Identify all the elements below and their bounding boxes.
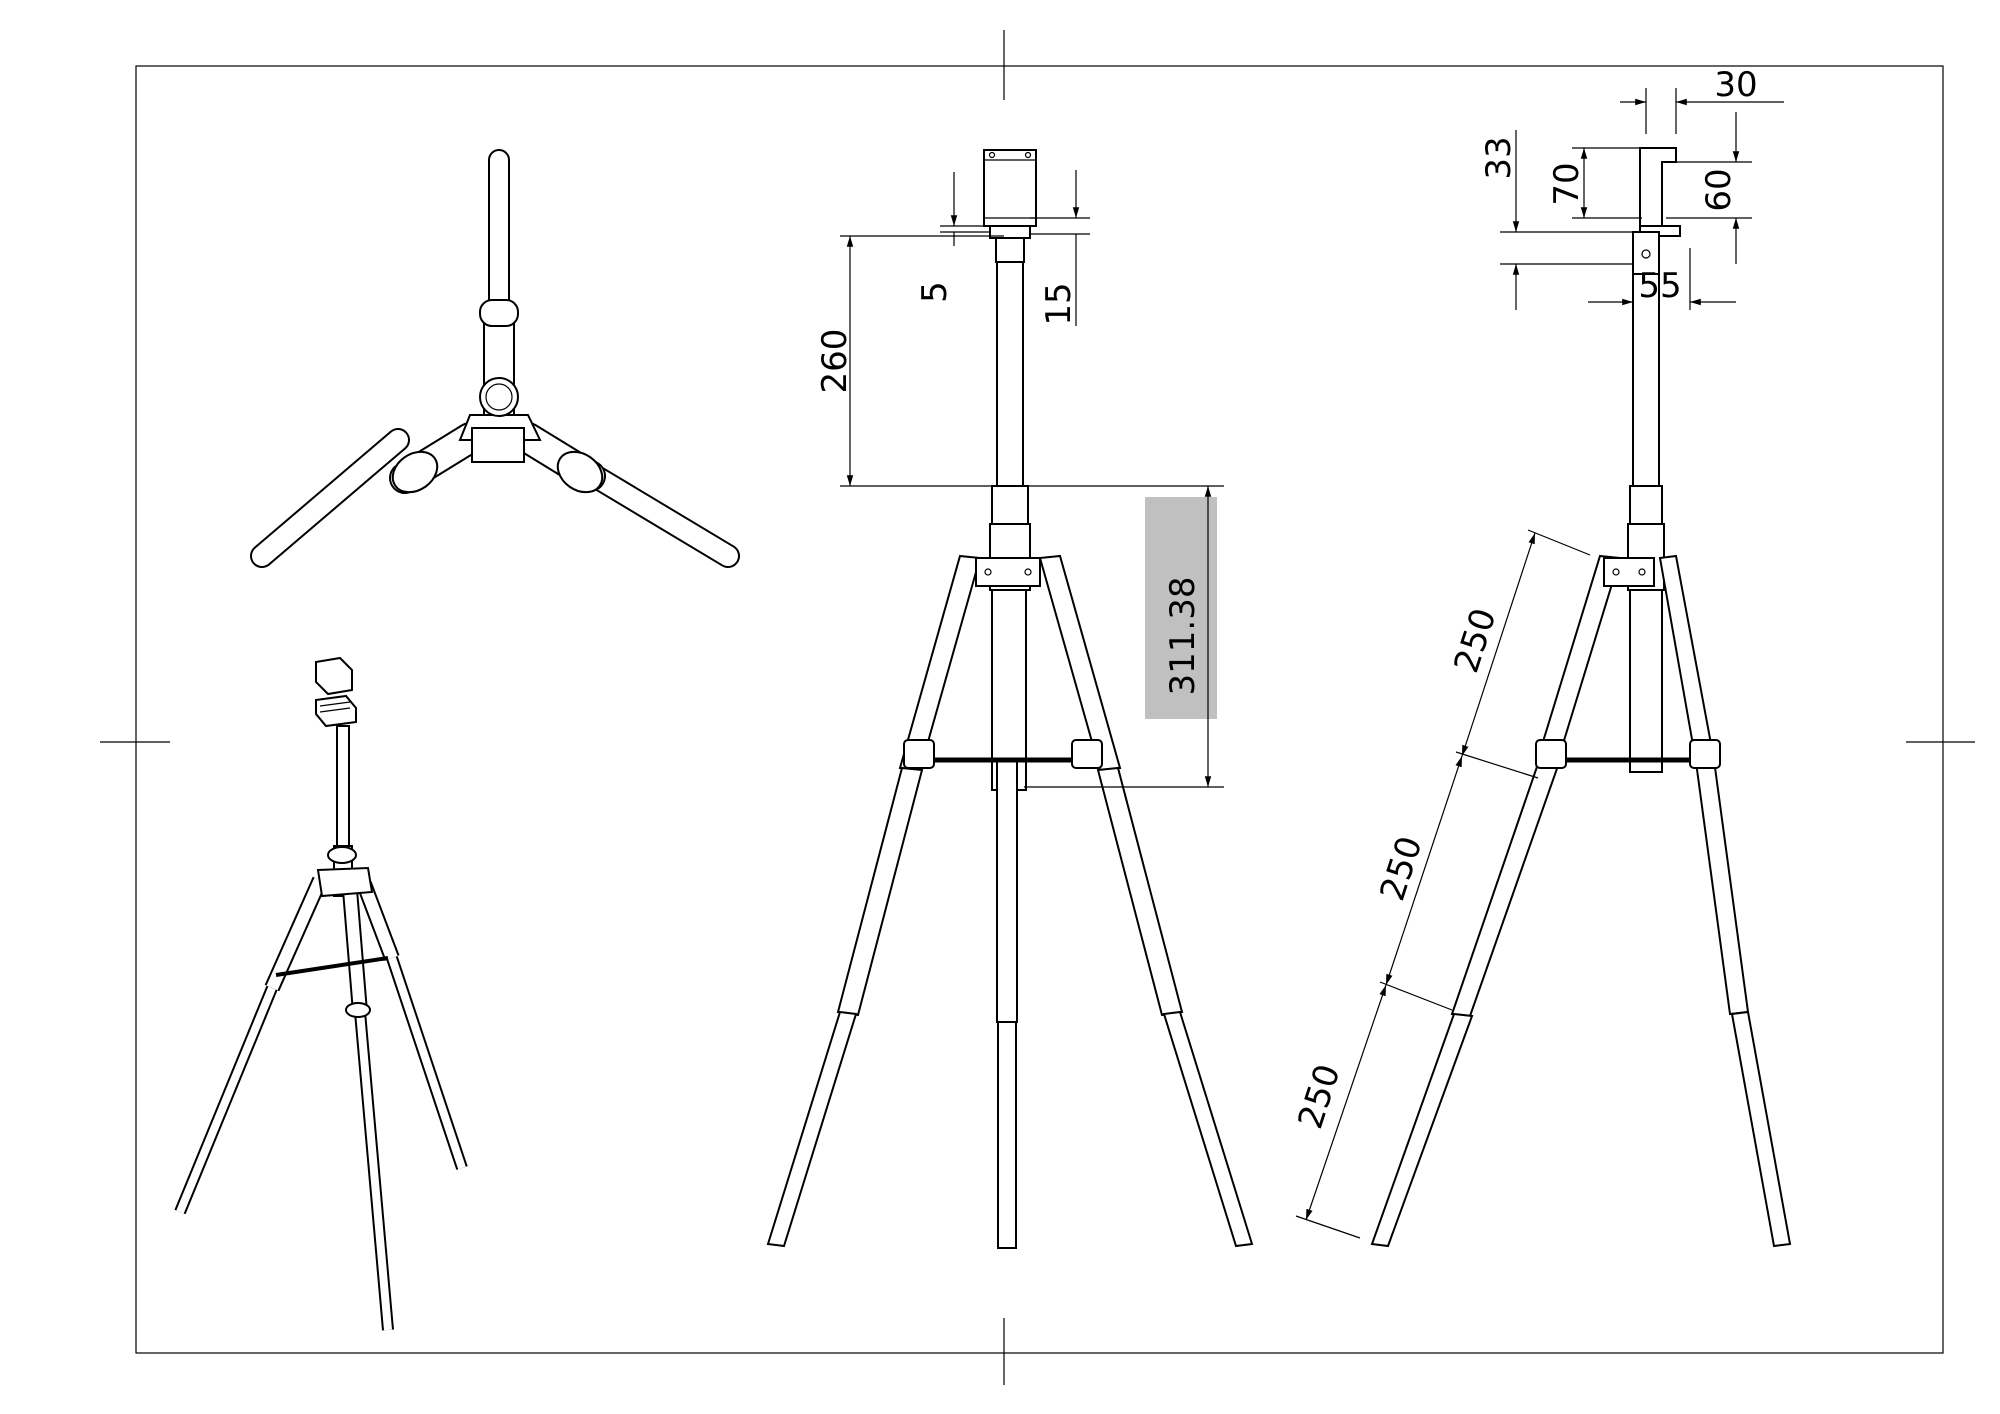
front-leg-right-collar [1071,739,1103,769]
sheet-frame [100,30,1975,1385]
front-leg-left-lower [766,1010,858,1248]
side-leg-right-collar [1689,739,1721,769]
iso-leg-front-collar [345,1002,371,1018]
dim-label-250-lower: 250 [1290,1060,1348,1134]
dim-label-15: 15 [1039,282,1079,325]
front-leg-left-upper [898,554,982,772]
side-leg-right-lower [1730,1010,1792,1248]
side-view: 30 33 70 60 55 250 [1290,65,1792,1248]
top-view-leg-upper-end [488,149,510,311]
dim-label-70: 70 [1547,162,1587,205]
dim-line-250-upper [1461,532,1536,757]
side-center-column-lock [1629,485,1663,525]
side-dimensions: 30 33 70 60 55 250 [1290,65,1784,1239]
side-holder-adapter [1632,231,1660,275]
top-view-hub-clamp [471,427,525,463]
dim-label-250-upper: 250 [1446,604,1504,678]
front-hub-plate [975,557,1041,587]
front-leg-left-middle [836,766,924,1017]
iso-column-collar [327,846,357,864]
drawing-border [135,65,1944,1354]
top-view [250,149,740,568]
iso-center-column-upper [336,725,350,847]
dim-label-55: 55 [1638,266,1681,306]
front-leg-center-upper [996,759,1018,1023]
dim-label-30: 30 [1714,65,1757,105]
dim-label-33: 33 [1479,136,1519,179]
dim-label-311: 311.38 [1163,577,1203,696]
front-phone-holder [983,149,1037,227]
front-center-column-upper [996,261,1024,487]
side-leg-right-middle [1694,758,1750,1016]
front-dimensions: 260 5 15 311.38 [815,170,1224,788]
front-holder-adapter [995,237,1025,263]
top-view-leg-left-joint [391,450,439,494]
top-view-leg-upper-joint [479,299,519,327]
dim-label-260: 260 [815,329,855,394]
isometric-view [174,656,468,1331]
front-center-column-lock [991,485,1029,525]
front-leg-right-upper [1038,554,1122,772]
side-phone-clamp [1639,147,1677,229]
dim-label-250-middle: 250 [1372,832,1430,906]
iso-hub [316,866,374,898]
iso-phone-holder-mount [315,694,357,728]
dim-line-250-middle [1385,755,1463,986]
iso-phone-holder-clip [315,656,353,696]
side-leg-left-middle [1450,756,1562,1018]
side-leg-left-lower [1370,1012,1474,1248]
side-leg-left-collar [1535,739,1567,769]
side-hub-plate [1603,557,1655,587]
side-center-column-sleeve [1629,589,1663,773]
dim-label-5: 5 [915,281,955,303]
front-leg-center-lower [997,1021,1017,1249]
dim-line-250-lower [1305,984,1387,1221]
dim-label-60: 60 [1699,168,1739,211]
iso-spreader [275,956,389,977]
side-center-column-upper [1632,273,1660,487]
side-leg-right-upper [1658,554,1716,764]
front-leg-right-lower [1162,1010,1254,1248]
top-view-leg-right-joint [556,450,604,494]
front-view: 260 5 15 311.38 [766,149,1254,1249]
front-leg-left-collar [903,739,935,769]
front-leg-right-middle [1096,766,1184,1017]
